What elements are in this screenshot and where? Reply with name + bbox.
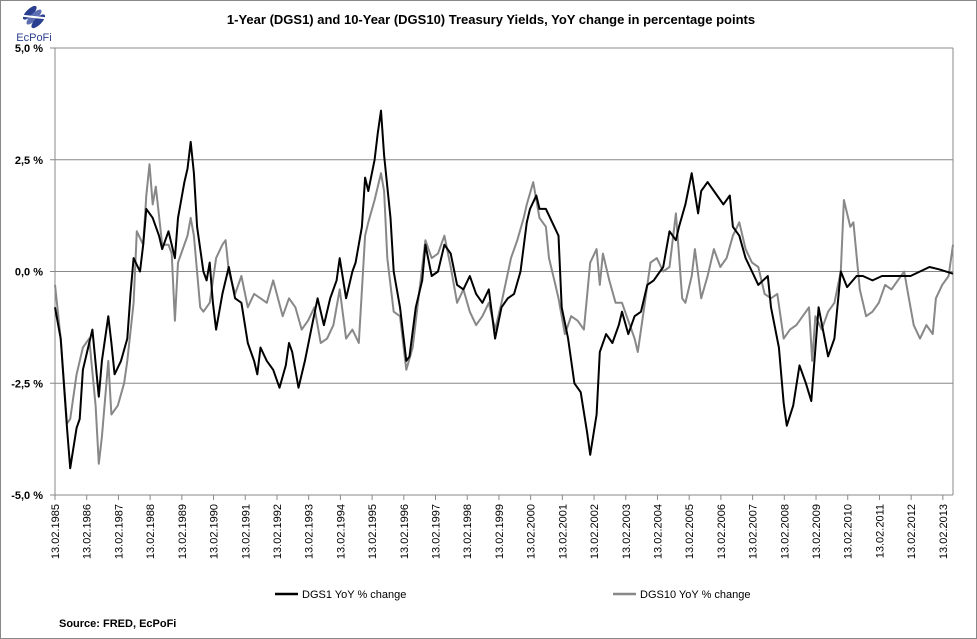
x-tick-label: 13.02.1988 <box>145 504 157 559</box>
x-tick-label: 13.02.2012 <box>906 504 918 559</box>
x-tick-label: 13.02.1985 <box>50 504 62 559</box>
x-tick-label: 13.02.1996 <box>399 504 411 559</box>
source-note: Source: FRED, EcPoFi <box>59 618 176 630</box>
x-tick-label: 13.02.1995 <box>367 504 379 559</box>
x-tick-label: 13.02.2009 <box>811 504 823 559</box>
logo-mark <box>21 5 47 29</box>
x-tick-label: 13.02.1987 <box>113 504 125 559</box>
x-tick-label: 13.02.2003 <box>621 504 633 559</box>
y-tick-label: -5,0 % <box>11 490 43 502</box>
x-tick-label: 13.02.1991 <box>240 504 252 559</box>
legend-label-dgs1: DGS1 YoY % change <box>302 589 406 601</box>
x-tick-label: 13.02.1998 <box>462 504 474 559</box>
x-tick-label: 13.02.2006 <box>716 504 728 559</box>
y-tick-label: -2,5 % <box>11 378 43 390</box>
y-tick-label: 5,0 % <box>15 43 43 55</box>
x-tick-label: 13.02.2010 <box>843 504 855 559</box>
x-tick-label: 13.02.2001 <box>557 504 569 559</box>
x-tick-label: 13.02.1990 <box>209 504 221 559</box>
x-tick-label: 13.02.2011 <box>874 504 886 558</box>
legend-label-dgs10: DGS10 YoY % change <box>640 589 751 601</box>
series-line-dgs10 <box>54 163 954 465</box>
x-tick-label: 13.02.1997 <box>431 504 443 559</box>
series-line-dgs1 <box>54 109 954 470</box>
x-tick-label: 13.02.2002 <box>589 504 601 559</box>
x-tick-label: 13.02.2013 <box>938 504 950 559</box>
x-tick-label: 13.02.1999 <box>494 504 506 559</box>
y-tick-label: 2,5 % <box>15 155 43 167</box>
x-tick-label: 13.02.1994 <box>335 504 347 559</box>
x-tick-label: 13.02.2007 <box>748 504 760 559</box>
x-tick-label: 13.02.1986 <box>82 504 94 559</box>
x-tick-label: 13.02.2000 <box>526 504 538 559</box>
x-tick-label: 13.02.1993 <box>304 504 316 559</box>
chart-title: 1-Year (DGS1) and 10-Year (DGS10) Treasu… <box>227 12 755 27</box>
x-tick-label: 13.02.1989 <box>177 504 189 559</box>
x-tick-label: 13.02.2008 <box>779 504 791 559</box>
x-tick-label: 13.02.2004 <box>652 504 664 559</box>
legend: DGS1 YoY % change DGS10 YoY % change <box>275 589 751 601</box>
x-tick-label: 13.02.1992 <box>272 504 284 559</box>
y-tick-label: 0,0 % <box>15 267 43 279</box>
ecpofi-logo: EcPoFi <box>16 5 52 44</box>
logo-text: EcPoFi <box>16 32 51 44</box>
x-tick-label: 13.02.2005 <box>684 504 696 559</box>
